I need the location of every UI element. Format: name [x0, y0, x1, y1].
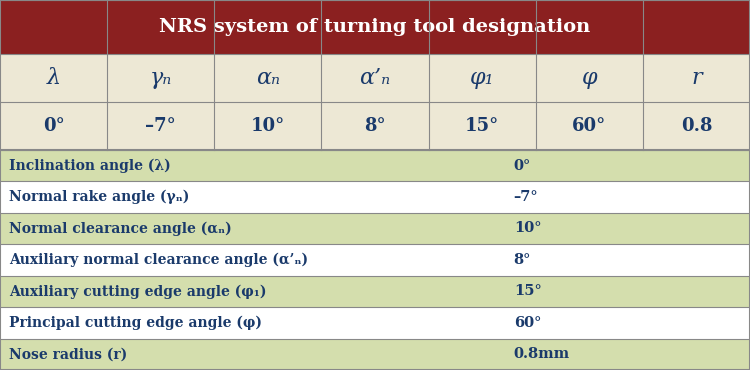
Text: φ₁: φ₁: [470, 67, 494, 89]
Text: Auxiliary normal clearance angle (α’ₙ): Auxiliary normal clearance angle (α’ₙ): [9, 253, 308, 267]
Text: Inclination angle (λ): Inclination angle (λ): [9, 158, 171, 173]
Text: Principal cutting edge angle (φ): Principal cutting edge angle (φ): [9, 316, 262, 330]
Bar: [0, 339, 750, 370]
Text: NRS system of turning tool designation: NRS system of turning tool designation: [159, 18, 591, 36]
Text: 8°: 8°: [364, 117, 386, 135]
Bar: [0, 0, 750, 54]
Text: Auxiliary cutting edge angle (φ₁): Auxiliary cutting edge angle (φ₁): [9, 284, 266, 299]
Text: 0.8: 0.8: [681, 117, 712, 135]
Text: αₙ: αₙ: [256, 67, 280, 89]
Text: 0.8mm: 0.8mm: [514, 347, 570, 361]
Bar: [0, 102, 750, 150]
Text: Nose radius (r): Nose radius (r): [9, 347, 128, 361]
Text: 60°: 60°: [514, 316, 542, 330]
Text: 10°: 10°: [514, 222, 542, 235]
Bar: [0, 213, 750, 244]
Bar: [0, 181, 750, 213]
Text: r: r: [691, 67, 702, 89]
Text: φ: φ: [581, 67, 597, 89]
Bar: [0, 276, 750, 307]
Bar: [0, 307, 750, 339]
Text: 15°: 15°: [514, 285, 542, 298]
Text: λ: λ: [46, 67, 61, 89]
Text: α’ₙ: α’ₙ: [359, 67, 391, 89]
Bar: [0, 54, 750, 102]
Text: 0°: 0°: [514, 159, 531, 172]
Text: Normal rake angle (γₙ): Normal rake angle (γₙ): [9, 190, 189, 204]
Text: 8°: 8°: [514, 253, 531, 267]
Text: 0°: 0°: [43, 117, 64, 135]
Text: 60°: 60°: [572, 117, 607, 135]
Bar: [0, 244, 750, 276]
Text: –7°: –7°: [514, 190, 538, 204]
Text: 10°: 10°: [251, 117, 285, 135]
Bar: [0, 150, 750, 181]
Text: Normal clearance angle (αₙ): Normal clearance angle (αₙ): [9, 221, 232, 236]
Text: 15°: 15°: [465, 117, 500, 135]
Text: –7°: –7°: [146, 117, 176, 135]
Text: γₙ: γₙ: [149, 67, 172, 89]
